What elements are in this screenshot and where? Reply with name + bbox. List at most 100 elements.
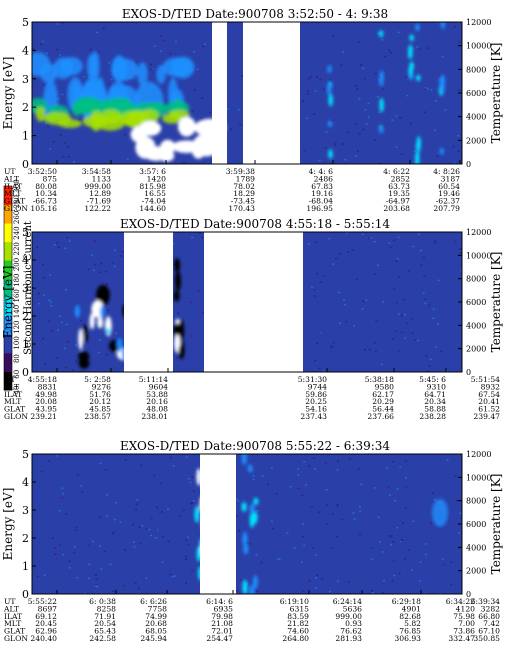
- colorbar-segment: [4, 260, 12, 280]
- noise-cell: [50, 329, 53, 332]
- noise-cell: [98, 516, 101, 518]
- noise-cell: [375, 319, 378, 322]
- info-cell: 4120: [456, 604, 475, 613]
- noise-cell: [196, 68, 199, 70]
- info-cell: 3:59:38: [226, 167, 255, 176]
- noise-cell: [106, 283, 109, 285]
- noise-cell: [53, 244, 56, 246]
- info-cell: 56.44: [372, 405, 394, 414]
- info-cell: 20.68: [145, 619, 167, 628]
- noise-cell: [323, 370, 326, 372]
- noise-cell: [103, 550, 106, 552]
- noise-cell: [123, 133, 126, 136]
- info-cell: 20.54: [94, 619, 116, 628]
- noise-cell: [424, 111, 427, 113]
- noise-cell: [255, 554, 258, 556]
- colorbar-tick-label: 220: [13, 242, 21, 255]
- info-cell: 49.98: [35, 390, 57, 399]
- noise-cell: [112, 590, 115, 592]
- noise-cell: [313, 289, 316, 291]
- noise-cell: [190, 335, 193, 337]
- noise-cell: [38, 292, 40, 295]
- noise-cell: [426, 370, 429, 372]
- empty-region: [143, 146, 169, 162]
- noise-cell: [460, 269, 462, 272]
- noise-cell: [135, 508, 138, 511]
- noise-cell: [235, 515, 238, 517]
- noise-cell: [424, 543, 427, 545]
- info-cell: 82.68: [399, 612, 421, 621]
- noise-cell: [105, 271, 107, 273]
- noise-cell: [62, 156, 65, 158]
- info-cell: 19.16: [311, 189, 333, 198]
- noise-cell: [355, 84, 358, 87]
- noise-cell: [432, 317, 435, 320]
- noise-cell: [133, 545, 136, 548]
- noise-cell: [173, 266, 175, 269]
- noise-cell: [153, 474, 156, 477]
- noise-cell: [312, 547, 315, 549]
- info-cell: 5: 2:58: [84, 375, 111, 384]
- noise-cell: [300, 561, 303, 563]
- noise-cell: [111, 532, 114, 535]
- intensity-blob: [379, 70, 384, 84]
- noise-cell: [155, 537, 158, 539]
- info-cell: 71.91: [94, 612, 116, 621]
- noise-cell: [270, 467, 273, 470]
- noise-cell: [191, 502, 194, 504]
- noise-cell: [252, 474, 255, 477]
- noise-cell: [172, 465, 175, 467]
- noise-cell: [361, 308, 364, 310]
- noise-cell: [377, 516, 380, 519]
- noise-cell: [278, 558, 281, 561]
- noise-cell: [120, 255, 123, 257]
- noise-cell: [394, 330, 397, 332]
- noise-cell: [331, 119, 334, 122]
- noise-cell: [424, 87, 427, 89]
- noise-cell: [379, 541, 382, 543]
- info-cell: 6: 0:38: [89, 597, 116, 606]
- noise-cell: [373, 342, 376, 344]
- y-tick-label: 2: [22, 532, 29, 545]
- y2-tick-label: 8000: [466, 497, 486, 506]
- noise-cell: [49, 148, 52, 150]
- info-cell: 4: 4: 6: [309, 167, 334, 176]
- info-cell: 78.02: [233, 182, 255, 191]
- noise-cell: [376, 95, 379, 98]
- intensity-blob: [241, 501, 247, 512]
- noise-cell: [394, 499, 396, 502]
- noise-cell: [301, 494, 304, 496]
- noise-cell: [400, 153, 403, 155]
- noise-cell: [73, 551, 76, 554]
- intensity-blob: [174, 270, 181, 292]
- noise-cell: [42, 40, 45, 43]
- noise-cell: [199, 232, 201, 234]
- noise-cell: [252, 478, 255, 481]
- noise-cell: [87, 268, 90, 271]
- info-cell: 4: 6:22: [383, 167, 410, 176]
- info-cell: 20.08: [35, 397, 57, 406]
- noise-cell: [169, 53, 172, 55]
- noise-cell: [62, 553, 65, 556]
- noise-cell: [132, 524, 134, 526]
- noise-cell: [161, 561, 164, 564]
- noise-cell: [437, 279, 440, 282]
- noise-cell: [354, 122, 357, 125]
- noise-cell: [321, 578, 324, 580]
- colorbar-segment: [4, 334, 12, 354]
- intensity-blob: [379, 126, 384, 134]
- noise-cell: [119, 521, 122, 523]
- noise-cell: [349, 458, 352, 460]
- y-tick-label: 1: [22, 130, 29, 143]
- noise-cell: [317, 511, 320, 513]
- noise-cell: [61, 492, 64, 495]
- noise-cell: [302, 523, 305, 525]
- noise-cell: [397, 31, 400, 34]
- noise-cell: [190, 135, 193, 137]
- info-cell: 20.34: [424, 397, 446, 406]
- info-cell: 8258: [97, 604, 116, 613]
- noise-cell: [139, 542, 142, 545]
- panel-1: EXOS-D/TED Date:900708 3:52:50 - 4: 9:38…: [1, 7, 503, 213]
- noise-cell: [239, 579, 242, 581]
- noise-cell: [149, 162, 152, 164]
